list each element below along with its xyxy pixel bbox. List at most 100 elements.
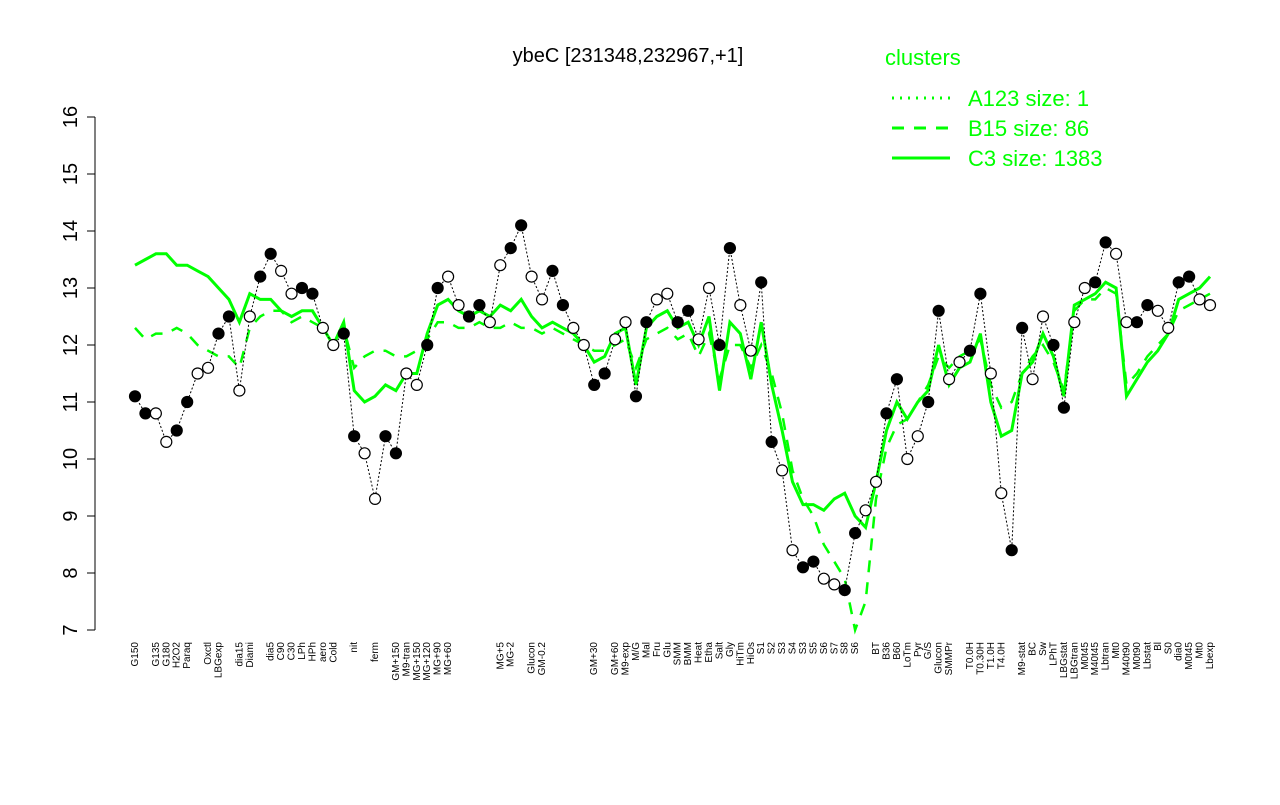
x-tick-label: Mal [641,642,652,658]
x-tick-label: SMMPr [944,641,955,675]
x-tick-label: Heat [694,642,705,663]
point [995,487,1008,500]
point [222,310,236,323]
x-tick-label: Oxctl [203,642,214,665]
point [880,407,893,420]
x-tick-label: GM+150 [391,642,402,681]
point [337,327,350,340]
point [1193,293,1206,306]
point [243,310,256,323]
point [984,367,997,380]
point [233,384,246,397]
point [462,310,476,323]
x-tick-label: C90 [276,642,287,661]
point [379,430,392,443]
x-tick-label: MG-2 [506,642,517,667]
x-tick-label: Salt [714,642,725,659]
x-tick-label: BMM [683,642,694,665]
chart-title: ybeC [231348,232967,+1] [513,45,744,67]
x-tick-label: MG+60 [443,642,454,676]
x-tick-label: Glucon [934,642,945,674]
x-tick-label: Pyr [913,641,924,657]
x-tick-label: S6 [819,642,830,655]
x-tick-label: S7 [829,642,840,655]
y-tick-label: 13 [60,277,82,299]
point [588,378,601,391]
point [504,242,517,255]
x-tick-label: M/G [631,642,642,661]
x-tick-label: HiTm [735,642,746,666]
point [650,293,663,306]
x-tick-label: S0 [1163,642,1174,655]
point [1172,276,1185,289]
x-tick-label: Lbexp [1205,642,1216,670]
x-tick-label: aero [318,642,329,662]
x-tick-label: T0.30H [975,642,986,675]
x-tick-label: T1.0H [986,642,997,669]
point [577,338,590,352]
point [1047,338,1060,352]
point [515,219,528,232]
x-tick-label: MG+120 [422,642,433,681]
point [859,504,872,517]
point [442,270,455,283]
point [567,321,580,334]
x-tick-label: nit [349,642,360,653]
x-tick-label: M0t45 [1080,642,1091,670]
point [608,333,622,346]
point [149,407,162,420]
point [452,299,465,312]
x-tick-label: Sw [1038,641,1049,656]
point [723,242,737,255]
x-tick-label: HPh [307,642,318,661]
point [368,492,382,505]
x-tick-label: Gly [725,642,736,657]
x-tick-label: dia5 [266,642,277,661]
point [671,316,684,329]
point [755,276,768,289]
x-tick-label: S2 [767,642,778,655]
x-tick-label: LPh [297,642,308,660]
x-tick-label: ferm [370,642,381,662]
point [713,338,726,352]
x-tick-label: LBGexp [213,642,224,679]
x-tick-label: Diami [245,642,256,668]
point [702,281,716,295]
y-tick-label: 12 [60,334,82,356]
x-tick-label: LPhT [1048,642,1059,666]
y-tick-label: 15 [60,163,82,185]
point [901,452,914,466]
point [285,287,298,300]
point [170,424,183,437]
point [421,338,434,352]
point [348,430,361,443]
point [1141,299,1154,312]
point [389,447,403,460]
x-tick-label: G/S [923,642,934,660]
point [932,304,945,317]
point [1005,544,1018,557]
x-tick-label: S1 [756,642,767,655]
legend-label: C3 size: 1383 [968,146,1103,171]
point [598,367,611,380]
x-tick-label: BC [1028,642,1039,656]
point [796,561,810,574]
point [139,407,152,420]
y-tick-label: 10 [60,448,82,470]
x-tick-label: GM+60 [610,642,621,676]
y-tick-label: 14 [60,220,82,242]
x-tick-label: T0.0H [965,642,976,669]
point [556,299,570,312]
x-tick-label: SMM [673,642,684,665]
point [974,287,987,300]
point [316,321,329,334]
point [922,395,935,409]
point [817,572,830,585]
point [473,299,486,312]
point [535,293,549,306]
x-tick-label: Glucon [527,642,538,674]
point [1183,270,1196,283]
point [1016,321,1029,334]
x-tick-label: Mt0 [1195,642,1206,659]
x-tick-label: G135 [151,642,162,667]
